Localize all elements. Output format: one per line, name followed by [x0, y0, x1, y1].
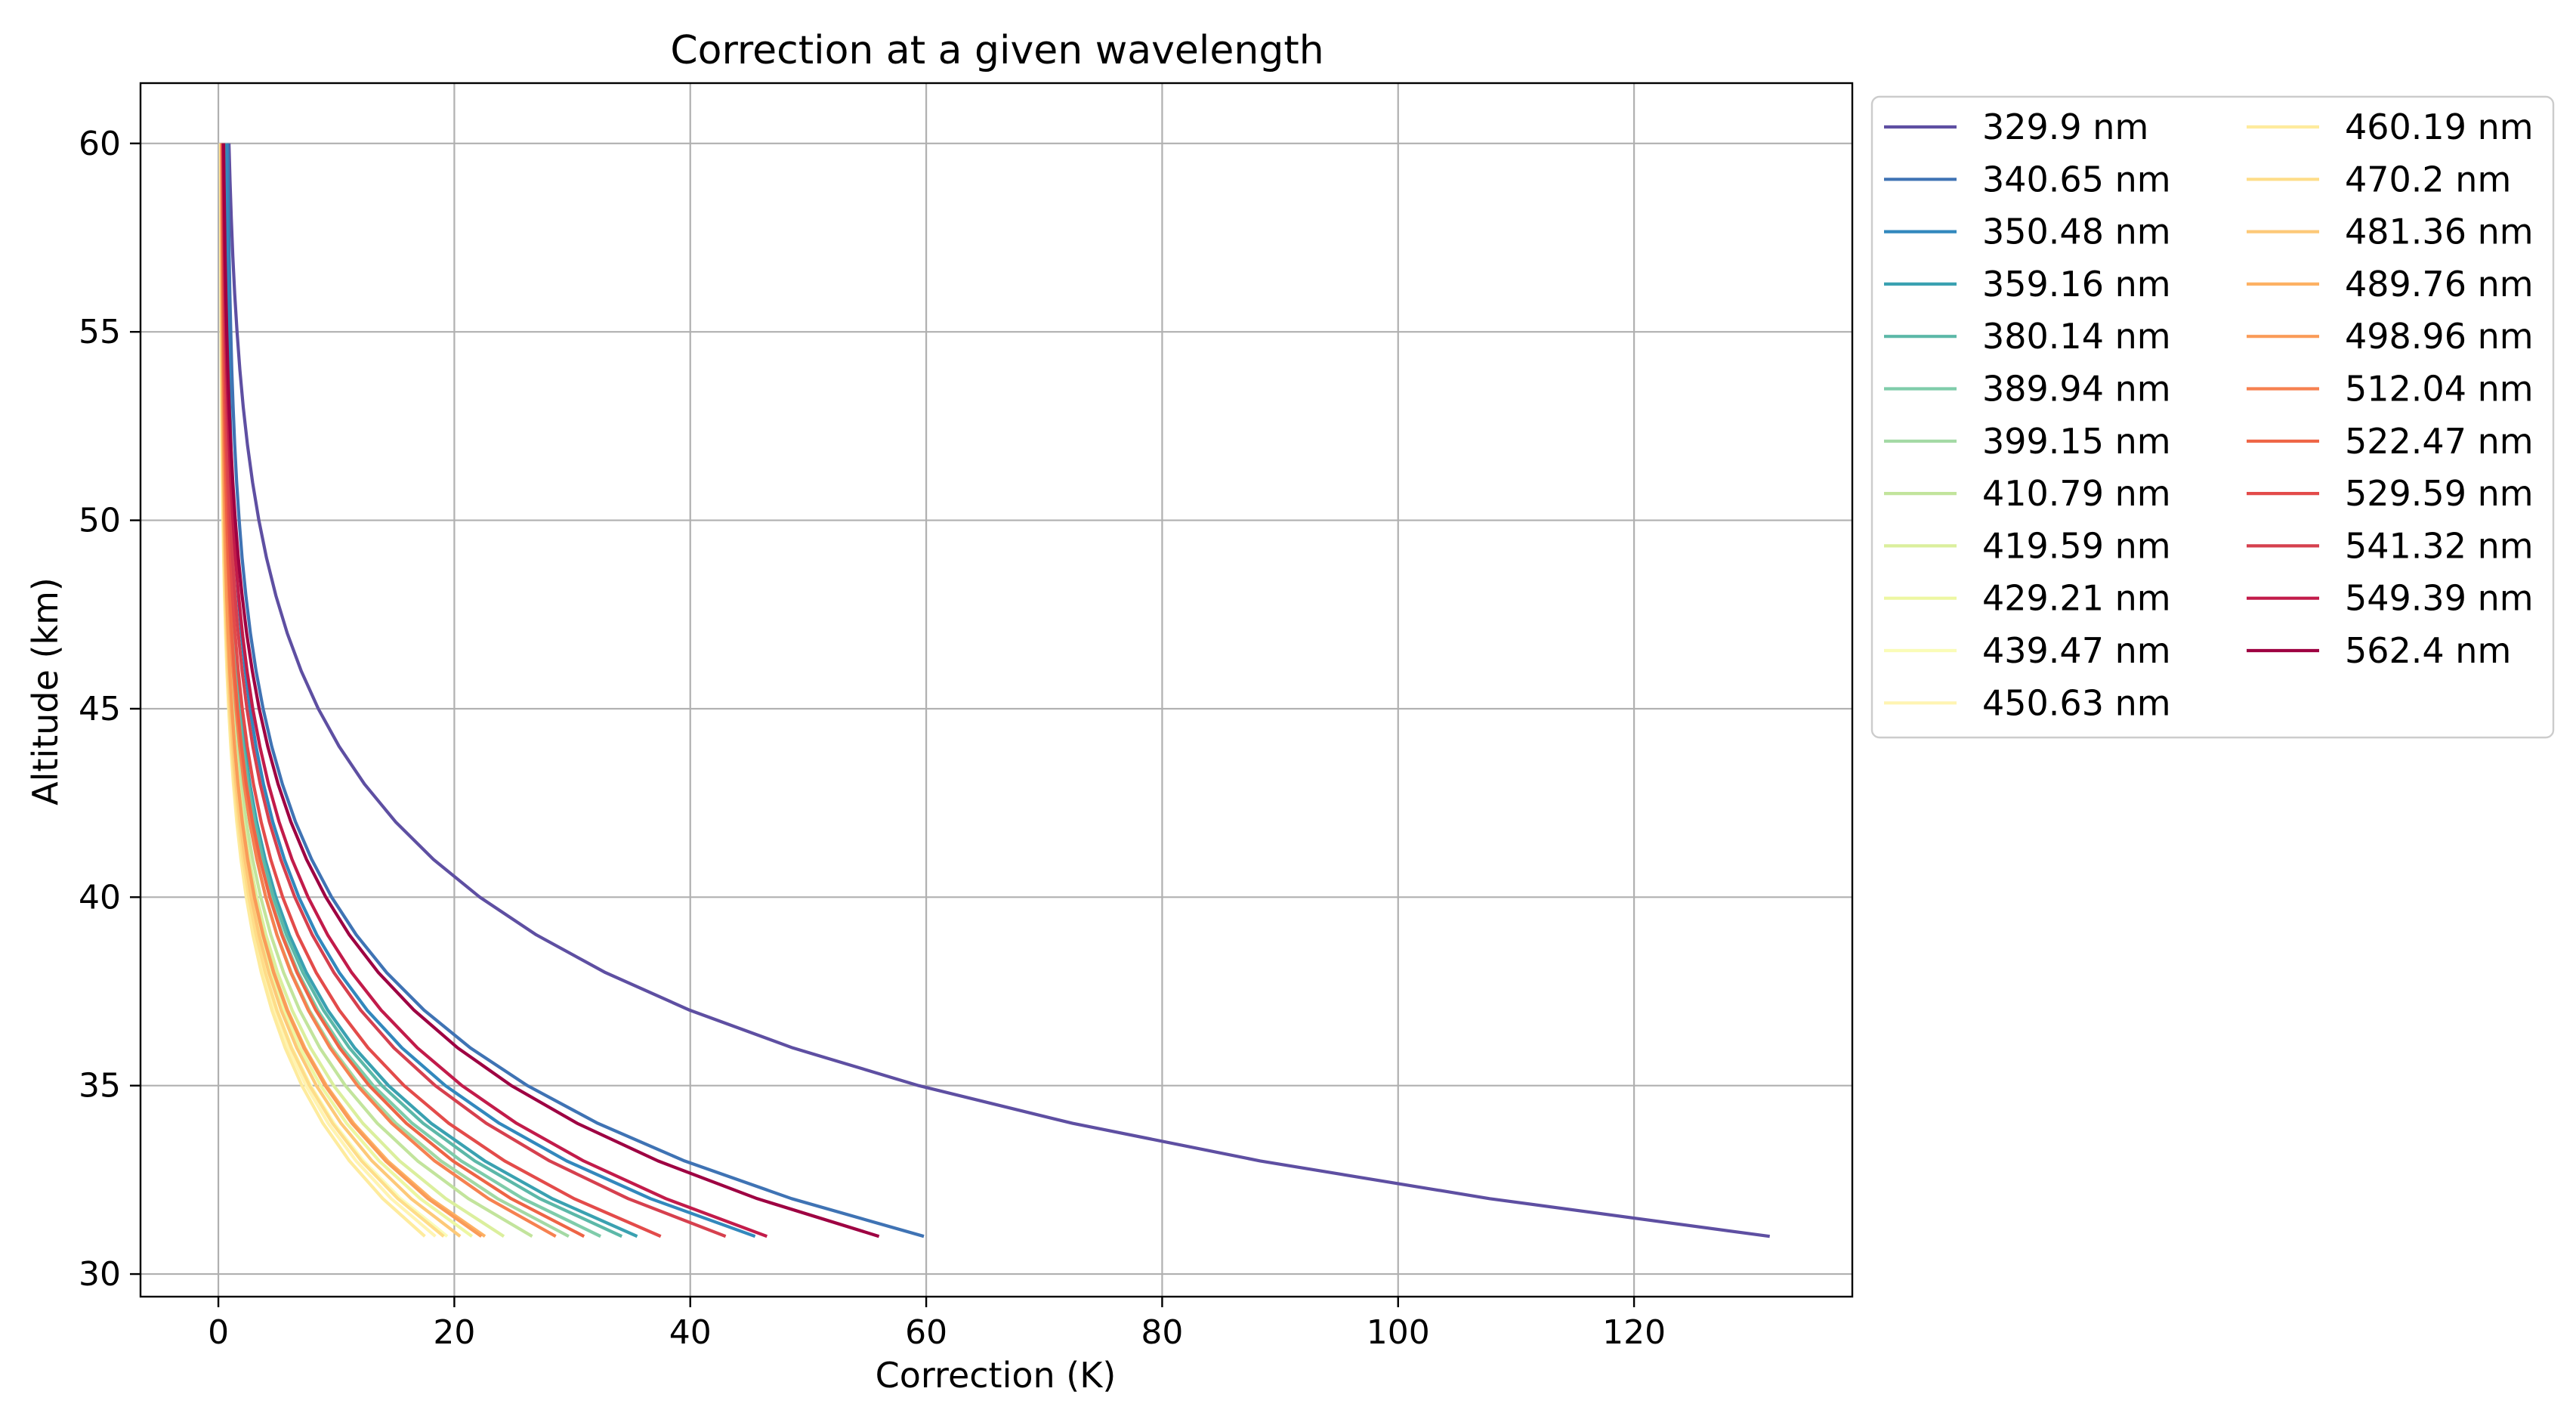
chart-title: Correction at a given wavelength: [670, 28, 1324, 73]
series-line: [226, 143, 925, 1238]
y-tick-label: 40: [79, 878, 121, 917]
legend-label: 562.4 nm: [2345, 630, 2511, 671]
legend-item: 399.15 nm: [1884, 421, 2171, 462]
legend-label: 329.9 nm: [1982, 107, 2148, 147]
y-axis-label: Altitude (km): [25, 577, 66, 805]
x-tick-label: 0: [208, 1313, 229, 1352]
legend-item: 470.2 nm: [2247, 159, 2511, 199]
legend: 329.9 nm 340.65 nm 350.48 nm 359.16 nm 380.1…: [1870, 95, 2555, 739]
legend-item: 450.63 nm: [1884, 682, 2171, 723]
legend-label: 541.32 nm: [2345, 525, 2534, 566]
y-tick-label: 60: [79, 125, 121, 163]
legend-frame: [1870, 95, 2555, 739]
legend-item: 512.04 nm: [2247, 369, 2534, 410]
legend-item: 350.48 nm: [1884, 212, 2171, 252]
x-tick-label: 40: [669, 1313, 712, 1352]
x-tick-label: 100: [1367, 1313, 1430, 1352]
legend-item: 329.9 nm: [1884, 107, 2148, 147]
legend-item: 429.21 nm: [1884, 578, 2171, 619]
legend-label: 450.63 nm: [1982, 682, 2171, 723]
legend-item: 439.47 nm: [1884, 630, 2171, 671]
x-tick-label: 120: [1602, 1313, 1666, 1352]
legend-label: 481.36 nm: [2345, 212, 2534, 252]
legend-item: 549.39 nm: [2247, 578, 2534, 619]
legend-label: 522.47 nm: [2345, 421, 2534, 462]
axis-ticks: 0 20 40 60 80 100 120 30 35 40 45 50 55 60: [79, 125, 1666, 1352]
plot-frame: [139, 82, 1854, 1298]
x-tick-label: 60: [905, 1313, 947, 1352]
legend-item: 419.59 nm: [1884, 525, 2171, 566]
legend-item: 481.36 nm: [2247, 212, 2534, 252]
y-tick-label: 55: [79, 313, 121, 351]
legend-item: 498.96 nm: [2247, 316, 2534, 357]
legend-label: 389.94 nm: [1982, 369, 2171, 410]
legend-item: 529.59 nm: [2247, 473, 2534, 514]
series-lines: [218, 143, 1770, 1238]
legend-label: 549.39 nm: [2345, 578, 2534, 619]
series-line: [222, 143, 880, 1238]
legend-label: 460.19 nm: [2345, 107, 2534, 147]
legend-item: 389.94 nm: [1884, 369, 2171, 410]
y-tick-label: 35: [79, 1067, 121, 1105]
legend-label: 359.16 nm: [1982, 264, 2171, 305]
legend-label: 350.48 nm: [1982, 212, 2171, 252]
legend-item: 340.65 nm: [1884, 159, 2171, 199]
legend-item: 410.79 nm: [1884, 473, 2171, 514]
series-line: [224, 143, 756, 1238]
legend-label: 489.76 nm: [2345, 264, 2534, 305]
legend-label: 498.96 nm: [2345, 316, 2534, 357]
legend-label: 399.15 nm: [1982, 421, 2171, 462]
x-axis-label: Correction (K): [876, 1355, 1117, 1396]
y-tick-label: 45: [79, 690, 121, 728]
y-tick-label: 50: [79, 502, 121, 540]
series-line: [227, 143, 1770, 1238]
legend-label: 470.2 nm: [2345, 159, 2511, 199]
legend-label: 439.47 nm: [1982, 630, 2171, 671]
legend-item: 541.32 nm: [2247, 525, 2534, 566]
legend-label: 429.21 nm: [1982, 578, 2171, 619]
legend-item: 562.4 nm: [2247, 630, 2511, 671]
legend-item: 460.19 nm: [2247, 107, 2534, 147]
y-tick-label: 30: [79, 1255, 121, 1294]
legend-label: 340.65 nm: [1982, 159, 2171, 199]
legend-label: 410.79 nm: [1982, 473, 2171, 514]
legend-label: 512.04 nm: [2345, 369, 2534, 410]
legend-label: 529.59 nm: [2345, 473, 2534, 514]
legend-item: 489.76 nm: [2247, 264, 2534, 305]
legend-item: 380.14 nm: [1884, 316, 2171, 357]
x-tick-label: 80: [1141, 1313, 1183, 1352]
legend-item: 359.16 nm: [1884, 264, 2171, 305]
legend-item: 522.47 nm: [2247, 421, 2534, 462]
legend-label: 419.59 nm: [1982, 525, 2171, 566]
grid-lines: [141, 83, 1852, 1297]
x-tick-label: 20: [433, 1313, 475, 1352]
legend-label: 380.14 nm: [1982, 316, 2171, 357]
